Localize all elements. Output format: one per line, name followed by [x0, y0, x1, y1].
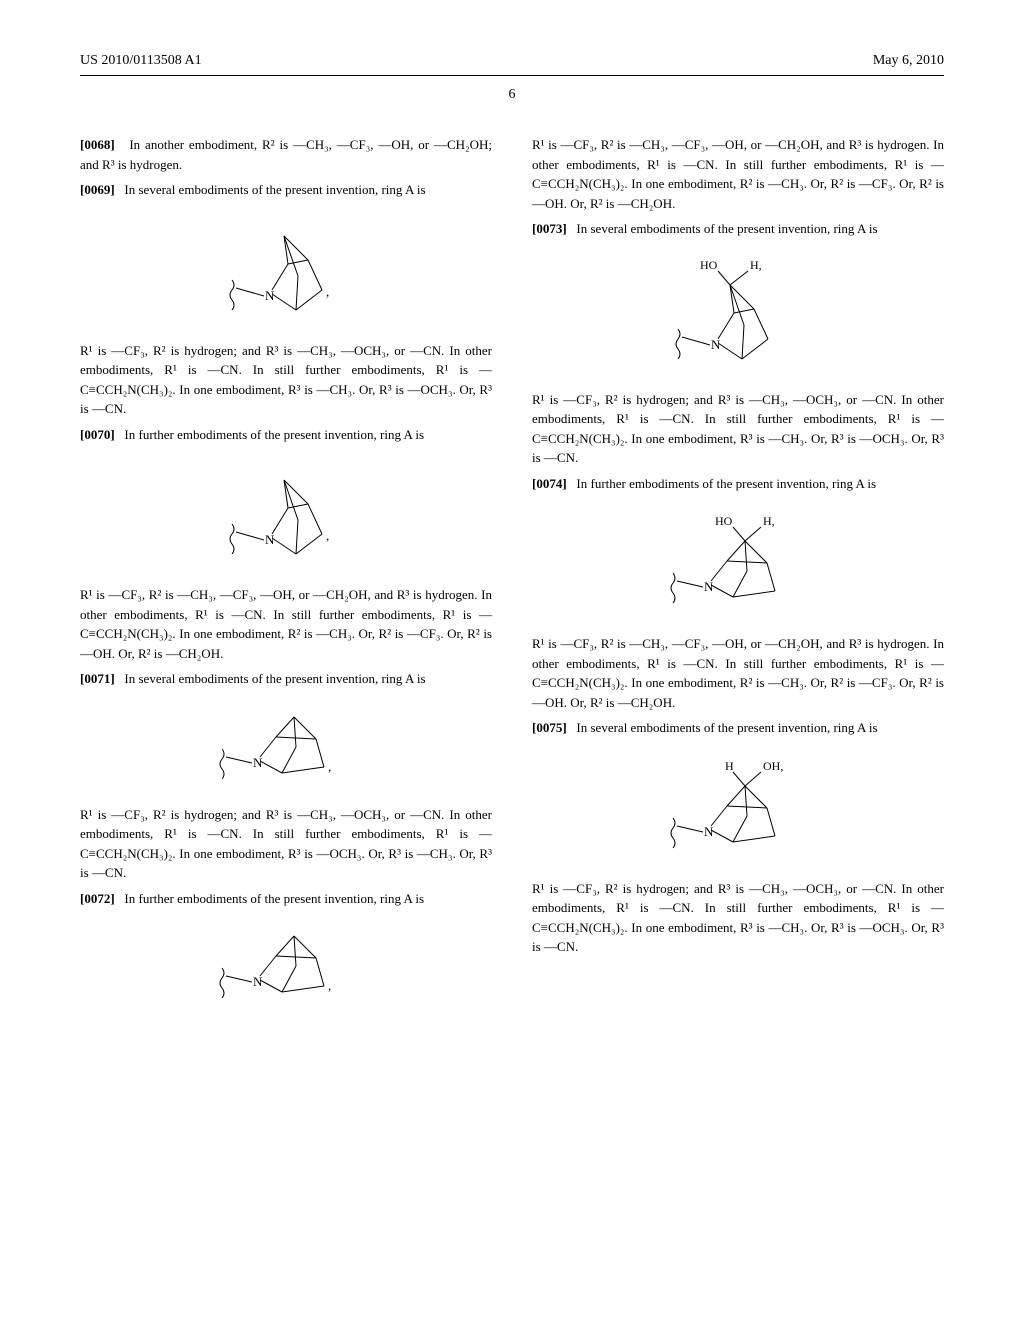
structure-0073: N HO H, — [532, 257, 944, 372]
label-H: H — [725, 759, 734, 773]
para-num: [0069] — [80, 182, 115, 197]
para-0072-lead: [0072] In further embodiments of the pre… — [80, 889, 492, 909]
label-N: N — [704, 824, 714, 839]
label-HO: HO — [715, 514, 733, 528]
right-column: R¹ is —CF₃, R² is —CH₃, —CF₃, —OH, or —C… — [532, 135, 944, 1024]
label-H: H, — [763, 514, 775, 528]
para-0071-after: R¹ is —CF₃, R² is hydrogen; and R³ is —C… — [80, 805, 492, 883]
para-text: R¹ is —CF₃, R² is hydrogen; and R³ is —C… — [80, 343, 492, 417]
label-N: N — [253, 974, 263, 989]
para-0068: [0068] In another embodiment, R² is —CH₃… — [80, 135, 492, 174]
para-text: In further embodiments of the present in… — [576, 476, 876, 491]
para-0072-continued: R¹ is —CF₃, R² is —CH₃, —CF₃, —OH, or —C… — [532, 135, 944, 213]
para-text: In several embodiments of the present in… — [124, 671, 425, 686]
structure-0074: N HO H, — [532, 511, 944, 616]
page-number: 6 — [80, 84, 944, 105]
para-num: [0074] — [532, 476, 567, 491]
para-num: [0071] — [80, 671, 115, 686]
para-text: In further embodiments of the present in… — [124, 427, 424, 442]
structure-0075: N H OH, — [532, 756, 944, 861]
publication-date: May 6, 2010 — [873, 50, 944, 71]
label-H: H, — [750, 258, 762, 272]
header-rule — [80, 75, 944, 76]
para-text: In several embodiments of the present in… — [576, 221, 877, 236]
para-0073-lead: [0073] In several embodiments of the pre… — [532, 219, 944, 239]
bicyclic-wide-ho-icon: N HO H, — [663, 511, 813, 616]
label-N: N — [253, 755, 263, 770]
structure-0071: N , — [80, 707, 492, 787]
para-num: [0075] — [532, 720, 567, 735]
bicyclic-wide-icon: N , — [216, 926, 356, 1006]
para-text: R¹ is —CF₃, R² is hydrogen; and R³ is —C… — [80, 807, 492, 881]
structure-0072: N , — [80, 926, 492, 1006]
bicyclic-wide-icon: N , — [216, 707, 356, 787]
para-num: [0070] — [80, 427, 115, 442]
para-0074-after: R¹ is —CF₃, R² is —CH₃, —CF₃, —OH, or —C… — [532, 634, 944, 712]
para-text: In another embodiment, R² is —CH₃, —CF₃,… — [80, 137, 492, 172]
label-N: N — [704, 579, 714, 594]
bicyclic-tall-icon: N , — [226, 218, 346, 323]
para-0074-lead: [0074] In further embodiments of the pre… — [532, 474, 944, 494]
para-text: In several embodiments of the present in… — [576, 720, 877, 735]
para-num: [0068] — [80, 137, 115, 152]
para-0069-lead: [0069] In several embodiments of the pre… — [80, 180, 492, 200]
para-text: In several embodiments of the present in… — [124, 182, 425, 197]
publication-number: US 2010/0113508 A1 — [80, 50, 202, 71]
para-text: R¹ is —CF₃, R² is hydrogen; and R³ is —C… — [532, 881, 944, 955]
body-columns: [0068] In another embodiment, R² is —CH₃… — [80, 135, 944, 1024]
para-text: R¹ is —CF₃, R² is —CH₃, —CF₃, —OH, or —C… — [80, 587, 492, 661]
label-N: N — [711, 337, 721, 352]
label-comma: , — [328, 759, 331, 774]
para-text: R¹ is —CF₃, R² is hydrogen; and R³ is —C… — [532, 392, 944, 466]
para-0073-after: R¹ is —CF₃, R² is hydrogen; and R³ is —C… — [532, 390, 944, 468]
label-comma: , — [326, 528, 329, 543]
label-comma: , — [328, 978, 331, 993]
label-HO: HO — [700, 258, 718, 272]
para-0069-after: R¹ is —CF₃, R² is hydrogen; and R³ is —C… — [80, 341, 492, 419]
label-N: N — [265, 288, 275, 303]
label-comma: , — [326, 284, 329, 299]
para-0071-lead: [0071] In several embodiments of the pre… — [80, 669, 492, 689]
bicyclic-tall-icon: N , — [226, 462, 346, 567]
para-0075-lead: [0075] In several embodiments of the pre… — [532, 718, 944, 738]
label-N: N — [265, 532, 275, 547]
structure-0069: N , — [80, 218, 492, 323]
structure-0070: N , — [80, 462, 492, 567]
bicyclic-wide-oh-icon: N H OH, — [663, 756, 813, 861]
para-text: R¹ is —CF₃, R² is —CH₃, —CF₃, —OH, or —C… — [532, 137, 944, 211]
para-0070-lead: [0070] In further embodiments of the pre… — [80, 425, 492, 445]
label-OH: OH, — [763, 759, 783, 773]
bicyclic-tall-ho-icon: N HO H, — [668, 257, 808, 372]
para-text: R¹ is —CF₃, R² is —CH₃, —CF₃, —OH, or —C… — [532, 636, 944, 710]
para-0070-after: R¹ is —CF₃, R² is —CH₃, —CF₃, —OH, or —C… — [80, 585, 492, 663]
para-num: [0072] — [80, 891, 115, 906]
para-num: [0073] — [532, 221, 567, 236]
page-header: US 2010/0113508 A1 May 6, 2010 — [80, 50, 944, 71]
para-0075-after: R¹ is —CF₃, R² is hydrogen; and R³ is —C… — [532, 879, 944, 957]
left-column: [0068] In another embodiment, R² is —CH₃… — [80, 135, 492, 1024]
para-text: In further embodiments of the present in… — [124, 891, 424, 906]
